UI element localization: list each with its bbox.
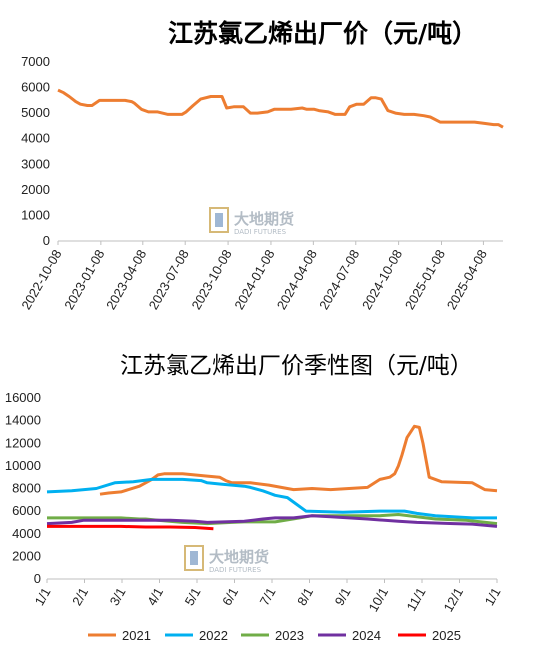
y-tick-label: 2000 (21, 182, 50, 197)
y-tick-label: 0 (34, 571, 41, 586)
watermark-en: DADI FUTURES (234, 228, 287, 236)
watermark-logo-mark (190, 551, 198, 565)
x-tick-label: 2023-10-08 (188, 247, 234, 312)
y-tick-label: 4000 (21, 131, 50, 146)
x-tick-label: 1/1 (32, 585, 54, 608)
y-tick-label: 7000 (21, 54, 50, 69)
watermark-cn: 大地期货 (234, 210, 294, 228)
x-tick-label: 2/1 (69, 585, 91, 608)
watermark-en: DADI FUTURES (209, 566, 262, 574)
chart-title: 江苏氯乙烯出厂价季性图（元/吨） (120, 353, 473, 379)
y-tick-label: 14000 (5, 413, 41, 428)
y-tick-label: 10000 (5, 458, 41, 473)
price-series-line (57, 88, 504, 129)
y-tick-label: 3000 (21, 156, 50, 171)
legend-label-2022: 2022 (199, 628, 228, 643)
x-tick-label: 7/1 (257, 585, 279, 608)
y-tick-label: 2000 (12, 548, 41, 563)
y-tick-label: 4000 (12, 526, 41, 541)
series-line-2021 (99, 424, 498, 496)
x-tick-label: 9/1 (332, 585, 354, 608)
x-tick-label: 2022-10-08 (18, 247, 64, 312)
x-tick-label: 10/1 (365, 585, 391, 614)
chart-panel-price: 江苏氯乙烯出厂价（元/吨） 大地期货 DADI FUTURES 0 1000 2000 3… (18, 19, 504, 312)
x-tick-label: 2024-04-08 (274, 247, 320, 312)
x-tick-label: 3/1 (107, 585, 129, 608)
series-line-2025 (47, 524, 214, 531)
x-tick-label: 2024-07-08 (316, 247, 362, 312)
y-tick-label: 1000 (21, 207, 50, 222)
x-tick-label: 12/1 (440, 585, 466, 614)
chart-title: 江苏氯乙烯出厂价（元/吨） (168, 19, 478, 48)
x-tick-label: 6/1 (219, 585, 241, 608)
watermark-logo-mark (215, 213, 223, 227)
y-tick-label: 5000 (21, 105, 50, 120)
x-tick-label: 2023-01-08 (61, 247, 107, 312)
x-tick-label: 11/1 (403, 585, 428, 614)
x-tick-label: 2023-04-08 (103, 247, 149, 312)
legend-label-2023: 2023 (275, 628, 304, 643)
legend-label-2024: 2024 (352, 628, 381, 643)
watermark-cn: 大地期货 (209, 548, 269, 566)
watermark-logo-icon (184, 545, 204, 571)
y-tick-label: 12000 (5, 435, 41, 450)
x-tick-label: 8/1 (294, 585, 316, 608)
x-tick-label: 5/1 (182, 585, 204, 608)
x-tick-label: 2023-07-08 (146, 247, 192, 312)
watermark-logo-icon (209, 207, 229, 233)
legend-label-2025: 2025 (432, 628, 461, 643)
y-tick-label: 8000 (12, 481, 41, 496)
series-line-2024 (46, 514, 498, 528)
y-tick-label: 6000 (21, 80, 50, 95)
x-tick-label: 2025-04-08 (444, 247, 490, 312)
x-tick-label: 2024-01-08 (231, 247, 277, 312)
y-tick-label: 6000 (12, 503, 41, 518)
chart-panel-seasonal: 江苏氯乙烯出厂价季性图（元/吨） 大地期货 DADI FUTURES 0 2000 40… (0, 340, 550, 659)
legend-label-2021: 2021 (122, 628, 151, 643)
x-tick-label: 2025-01-08 (402, 247, 448, 312)
x-tick-label: 2024-10-08 (359, 247, 405, 312)
y-tick-label: 0 (43, 233, 50, 248)
x-tick-label: 4/1 (144, 585, 166, 608)
y-tick-label: 16000 (5, 390, 41, 405)
x-tick-label: 1/1 (482, 585, 504, 608)
series-line-2022 (46, 477, 497, 520)
